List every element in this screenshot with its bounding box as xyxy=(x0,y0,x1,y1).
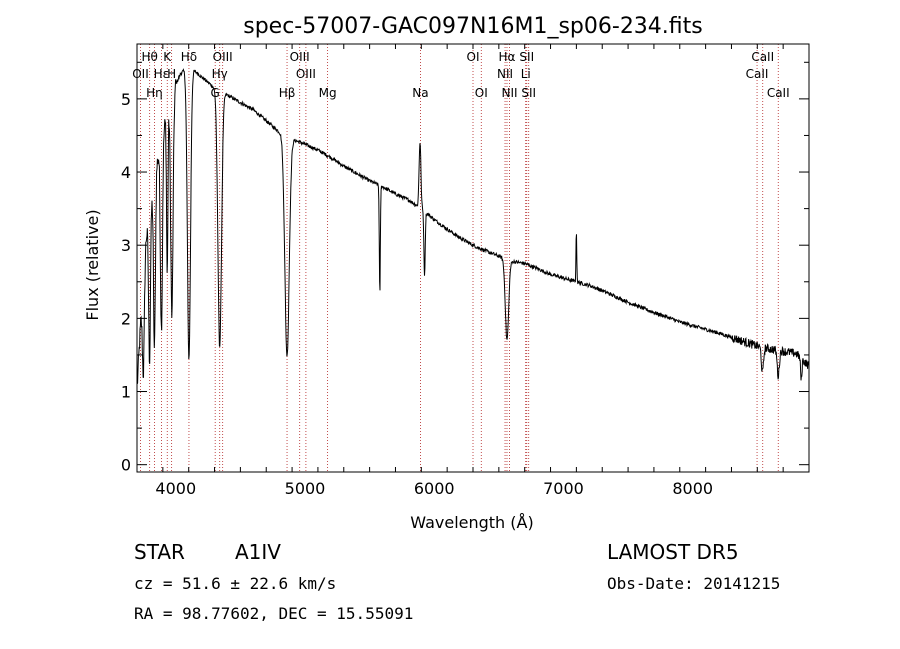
object-class: STAR xyxy=(134,540,185,564)
y-tick-label: 3 xyxy=(121,236,131,255)
spectral-line-label: Li xyxy=(521,67,531,81)
spectral-line-label: Hβ xyxy=(279,86,296,100)
spectral-line-label: NII xyxy=(497,67,513,81)
spectral-line-label: SII xyxy=(519,50,534,64)
y-axis-label: Flux (relative) xyxy=(83,209,102,320)
object-subclass: A1IV xyxy=(235,540,281,564)
y-tick-label: 5 xyxy=(121,90,131,109)
spectral-line-label: Hθ xyxy=(141,50,157,64)
spectral-line-markers xyxy=(140,44,779,472)
x-tick-label: 8000 xyxy=(672,479,713,498)
spectral-line-label: OII xyxy=(132,67,149,81)
spectral-line-label: CaII xyxy=(746,67,769,81)
chart-title: spec-57007-GAC097N16M1_sp06-234.fits xyxy=(243,14,703,39)
redshift-velocity: cz = 51.6 ± 22.6 km/s xyxy=(134,574,337,593)
spectral-line-label: Hγ xyxy=(212,67,228,81)
spectral-line-label: NII xyxy=(502,86,518,100)
x-tick-label: 6000 xyxy=(414,479,455,498)
survey-name: LAMOST DR5 xyxy=(607,540,739,564)
y-axis-ticks: 0 1 2 3 4 5 xyxy=(121,61,809,475)
spectral-line-label: OI xyxy=(475,86,488,100)
spectral-line-label: CaII xyxy=(767,86,790,100)
spectral-line-label: Hη xyxy=(146,86,163,100)
spectral-line-label: H xyxy=(167,67,176,81)
spectral-line-label: Hδ xyxy=(181,50,197,64)
spectrum-line xyxy=(136,68,810,384)
y-tick-label: 0 xyxy=(121,456,131,475)
spectral-line-label: Hα xyxy=(499,50,516,64)
y-tick-label: 2 xyxy=(121,309,131,328)
x-tick-label: 5000 xyxy=(285,479,326,498)
y-tick-label: 1 xyxy=(121,383,131,402)
spectral-line-label: OIII xyxy=(290,50,310,64)
y-tick-label: 4 xyxy=(121,163,131,182)
x-axis-label: Wavelength (Å) xyxy=(410,513,533,532)
x-tick-label: 4000 xyxy=(155,479,196,498)
observation-date: Obs-Date: 20141215 xyxy=(607,574,781,593)
spectral-line-label: Na xyxy=(412,86,428,100)
spectral-line-label: G xyxy=(211,86,220,100)
spectral-line-label: OI xyxy=(467,50,480,64)
spectral-line-label: CaII xyxy=(751,50,774,64)
spectral-line-label: K xyxy=(163,50,172,64)
spectral-line-label: SII xyxy=(521,86,536,100)
x-axis-ticks: 4000 5000 6000 7000 8000 xyxy=(136,44,810,498)
spectral-line-label: OIII xyxy=(213,50,233,64)
spectral-line-label: Hε xyxy=(154,67,170,81)
coordinates: RA = 98.77602, DEC = 15.55091 xyxy=(134,604,414,623)
spectral-line-label: OIII xyxy=(296,67,316,81)
spectral-line-label: Mg xyxy=(319,86,337,100)
x-tick-label: 7000 xyxy=(543,479,584,498)
